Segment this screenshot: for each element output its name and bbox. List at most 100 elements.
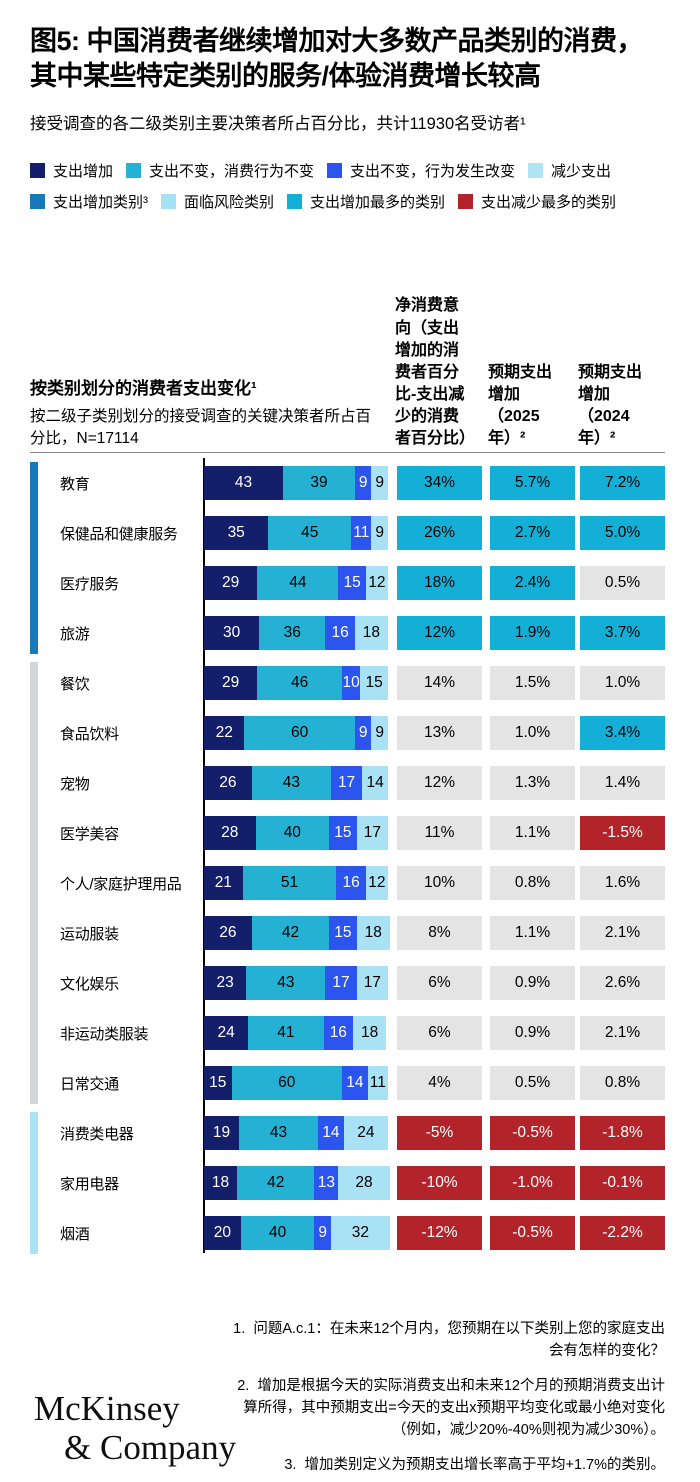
table-row: 医学美容 28 40 15 17 11% 1.1% -1.5% xyxy=(0,808,700,858)
bar-segment-3: 15 xyxy=(338,566,366,600)
value-cell-y2024: 3.4% xyxy=(580,716,665,750)
bar-segment-4: 17 xyxy=(356,966,388,1000)
bar-segment-2: 40 xyxy=(240,1216,315,1250)
value-cell-y2025: -1.0% xyxy=(490,1166,575,1200)
stacked-bar: 19 43 14 24 xyxy=(204,1116,388,1150)
legend: 支出增加 支出不变，消费行为不变 支出不变，行为发生改变 减少支出 支出增加类别³ 面临风… xyxy=(30,160,695,222)
category-label: 个人/家庭护理用品 xyxy=(60,875,182,893)
value-cell-y2024: 2.1% xyxy=(580,1016,665,1050)
value-cell-y2025: 2.4% xyxy=(490,566,575,600)
stacked-bar: 23 43 17 17 xyxy=(204,966,388,1000)
legend-swatch xyxy=(161,194,176,209)
legend-item: 支出减少最多的类别 xyxy=(458,191,616,212)
stacked-bar: 15 60 14 11 xyxy=(204,1066,388,1100)
legend-label: 支出不变，消费行为不变 xyxy=(149,163,315,180)
value-cell-y2025: 1.9% xyxy=(490,616,575,650)
stacked-bar: 43 39 9 9 xyxy=(204,466,388,500)
bar-segment-2: 45 xyxy=(268,516,352,550)
value-cell-y2025: 1.5% xyxy=(490,666,575,700)
bar-segment-4: 18 xyxy=(353,1016,387,1050)
legend-label: 减少支出 xyxy=(551,163,612,180)
value-cell-y2024: 2.6% xyxy=(580,966,665,1000)
value-cell-y2024: 1.0% xyxy=(580,666,665,700)
category-label: 保健品和健康服务 xyxy=(60,525,178,543)
category-label: 教育 xyxy=(60,475,90,493)
bar-segment-2: 60 xyxy=(244,716,355,750)
value-cell-y2024: 1.4% xyxy=(580,766,665,800)
category-label: 医学美容 xyxy=(60,825,119,843)
bar-segment-4: 32 xyxy=(330,1216,390,1250)
bar-segment-3: 11 xyxy=(351,516,372,550)
bar-segment-2: 46 xyxy=(257,666,342,700)
legend-swatch xyxy=(458,194,474,209)
value-cell-net_intent: 18% xyxy=(397,566,482,600)
value-cell-net_intent: 6% xyxy=(397,966,482,1000)
category-label: 运动服装 xyxy=(60,925,119,943)
stacked-bar: 21 51 16 12 xyxy=(204,866,388,900)
bar-segment-3: 14 xyxy=(318,1116,344,1150)
table-row: 非运动类服装 24 41 16 18 6% 0.9% 2.1% xyxy=(0,1008,700,1058)
value-cell-y2025: 5.7% xyxy=(490,466,575,500)
category-label: 食品饮料 xyxy=(60,725,119,743)
bar-segment-2: 43 xyxy=(238,1116,319,1150)
bar-segment-1: 23 xyxy=(204,966,247,1000)
bar-segment-2: 44 xyxy=(257,566,339,600)
stacked-bar: 24 41 16 18 xyxy=(204,1016,387,1050)
value-cell-y2024: 0.8% xyxy=(580,1066,665,1100)
bar-segment-4: 18 xyxy=(356,916,390,950)
bar-segment-4: 9 xyxy=(371,466,388,500)
table-row: 旅游 30 36 16 18 12% 1.9% 3.7% xyxy=(0,608,700,658)
value-cell-y2025: 0.9% xyxy=(490,1016,575,1050)
bar-segment-4: 15 xyxy=(360,666,388,700)
bar-segment-4: 9 xyxy=(371,716,388,750)
category-label: 日常交通 xyxy=(60,1075,119,1093)
value-cell-net_intent: -10% xyxy=(397,1166,482,1200)
value-cell-net_intent: -12% xyxy=(397,1216,482,1250)
legend-item: 面临风险类别 xyxy=(161,191,274,212)
stacked-bar: 30 36 16 18 xyxy=(204,616,388,650)
value-cell-y2025: 0.5% xyxy=(490,1066,575,1100)
figure-title: 图5: 中国消费者继续增加对大多数产品类别的消费， 其中某些特定类别的服务/体验消… xyxy=(30,24,680,94)
value-cell-y2025: 1.3% xyxy=(490,766,575,800)
bar-segment-3: 9 xyxy=(354,716,372,750)
group-indicator-1 xyxy=(30,462,38,654)
value-cell-net_intent: 12% xyxy=(397,766,482,800)
table-row: 保健品和健康服务 35 45 11 9 26% 2.7% 5.0% xyxy=(0,508,700,558)
value-cell-y2025: 1.0% xyxy=(490,716,575,750)
bar-segment-1: 26 xyxy=(204,766,252,800)
category-label: 家用电器 xyxy=(60,1175,119,1193)
bar-segment-3: 16 xyxy=(325,616,355,650)
stacked-bar: 18 42 13 28 xyxy=(204,1166,390,1200)
table-row: 烟酒 20 40 9 32 -12% -0.5% -2.2% xyxy=(0,1208,700,1258)
logo-line2: & Company xyxy=(64,1427,237,1467)
legend-label: 支出增加类别³ xyxy=(53,194,148,211)
legend-swatch xyxy=(30,163,45,178)
legend-label: 面临风险类别 xyxy=(184,194,275,211)
value-cell-y2025: -0.5% xyxy=(490,1216,575,1250)
value-cell-y2024: -2.2% xyxy=(580,1216,665,1250)
bar-segment-3: 17 xyxy=(330,766,363,800)
bar-segment-3: 9 xyxy=(354,466,372,500)
group-indicator-3 xyxy=(30,1112,38,1254)
bar-segment-3: 13 xyxy=(314,1166,339,1200)
bar-segment-3: 14 xyxy=(341,1066,368,1100)
stacked-bar: 29 46 10 15 xyxy=(204,666,388,700)
bar-segment-2: 43 xyxy=(251,766,331,800)
bar-segment-3: 15 xyxy=(329,816,357,850)
bar-segment-1: 21 xyxy=(204,866,243,900)
value-cell-net_intent: 10% xyxy=(397,866,482,900)
legend-item: 支出不变，行为发生改变 xyxy=(327,160,515,181)
legend-swatch xyxy=(327,163,343,178)
bar-segment-4: 9 xyxy=(371,516,388,550)
legend-item: 支出增加最多的类别 xyxy=(287,191,445,212)
value-cell-y2024: 1.6% xyxy=(580,866,665,900)
table-row: 消费类电器 19 43 14 24 -5% -0.5% -1.8% xyxy=(0,1108,700,1158)
legend-row-1: 支出增加 支出不变，消费行为不变 支出不变，行为发生改变 减少支出 xyxy=(30,160,695,181)
bar-segment-1: 28 xyxy=(204,816,256,850)
legend-item: 支出增加类别³ xyxy=(30,191,148,212)
bar-segment-2: 41 xyxy=(248,1016,324,1050)
legend-row-2: 支出增加类别³ 面临风险类别 支出增加最多的类别 支出减少最多的类别 xyxy=(30,191,695,212)
mckinsey-logo: McKinsey & Company xyxy=(34,1389,237,1467)
bar-segment-3: 16 xyxy=(336,866,366,900)
table-row: 日常交通 15 60 14 11 4% 0.5% 0.8% xyxy=(0,1058,700,1108)
